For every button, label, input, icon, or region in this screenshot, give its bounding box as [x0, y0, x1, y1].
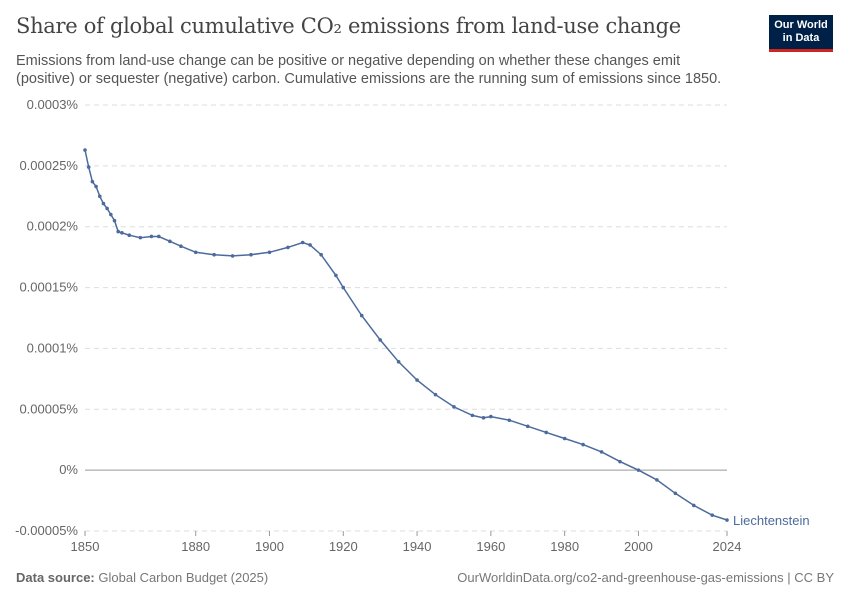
data-point	[83, 148, 87, 152]
data-point	[655, 478, 659, 482]
data-point	[452, 405, 456, 409]
y-tick-label: 0.0002%	[27, 219, 79, 234]
x-tick-label: 2000	[624, 539, 653, 554]
data-point	[101, 201, 106, 206]
series-label: Liechtenstein	[733, 513, 810, 528]
data-point	[581, 442, 585, 447]
data-point	[308, 243, 312, 247]
data-point	[97, 194, 102, 199]
data-point	[525, 424, 530, 429]
data-point	[396, 360, 401, 364]
data-point	[433, 392, 438, 397]
y-tick-label: 0.00005%	[19, 401, 78, 416]
data-point	[109, 212, 113, 217]
series-line-liechtenstein	[84, 149, 728, 521]
data-point	[341, 285, 346, 290]
data-point	[319, 252, 323, 257]
data-point	[193, 250, 198, 255]
data-point	[725, 518, 729, 522]
data-point	[120, 231, 124, 235]
footer-url[interactable]: OurWorldinData.org/co2-and-greenhouse-ga…	[457, 570, 834, 585]
data-point	[179, 244, 183, 248]
data-point	[168, 239, 172, 244]
data-point	[673, 491, 678, 496]
data-point	[710, 513, 715, 517]
data-point	[212, 252, 216, 257]
data-point	[618, 459, 622, 464]
y-tick-label: -0.00005%	[15, 523, 78, 538]
x-tick-label: 1980	[550, 539, 579, 554]
data-point	[105, 206, 109, 211]
data-point	[112, 218, 117, 223]
x-tick-label: 1850	[71, 539, 100, 554]
data-point	[230, 254, 235, 258]
source-label: Data source:	[16, 570, 95, 585]
x-tick-label: 1940	[403, 539, 432, 554]
data-point	[636, 468, 641, 472]
data-point	[94, 184, 98, 189]
y-tick-label: 0.0003%	[27, 97, 79, 112]
data-point	[249, 252, 253, 257]
x-tick-label: 1880	[181, 539, 210, 554]
chart-subtitle: Emissions from land-use change can be po…	[16, 53, 722, 87]
data-point	[481, 416, 486, 420]
data-point	[544, 430, 549, 435]
data-point	[378, 338, 382, 342]
data-point	[489, 414, 493, 419]
data-point	[149, 234, 154, 239]
source-text[interactable]: Global Carbon Budget (2025)	[98, 570, 269, 585]
data-point	[562, 436, 567, 441]
data-point	[156, 234, 161, 239]
data-point	[116, 229, 121, 234]
data-point	[415, 378, 419, 382]
data-point	[267, 250, 272, 255]
data-point	[691, 503, 696, 508]
data-point	[90, 179, 95, 184]
data-point	[334, 273, 338, 278]
data-point	[507, 418, 512, 423]
data-point	[359, 313, 364, 318]
y-tick-label: 0.0001%	[27, 340, 79, 355]
data-point	[138, 235, 143, 240]
x-tick-label: 1900	[255, 539, 284, 554]
data-point	[86, 165, 91, 169]
data-source: Data source: Global Carbon Budget (2025)	[16, 570, 268, 585]
data-point	[599, 450, 604, 454]
x-tick-label: 1920	[329, 539, 358, 554]
owid-logo[interactable]: Our World in Data	[769, 15, 833, 52]
data-point	[470, 413, 475, 418]
y-tick-label: 0%	[59, 462, 78, 477]
x-tick-label: 2024	[713, 539, 742, 554]
data-point	[300, 240, 305, 245]
y-tick-label: 0.00015%	[19, 280, 78, 295]
data-point	[127, 233, 132, 238]
data-point	[286, 245, 290, 250]
chart-title: Share of global cumulative CO₂ emissions…	[16, 14, 681, 38]
x-tick-label: 1960	[476, 539, 505, 554]
y-tick-label: 0.00025%	[19, 158, 78, 173]
